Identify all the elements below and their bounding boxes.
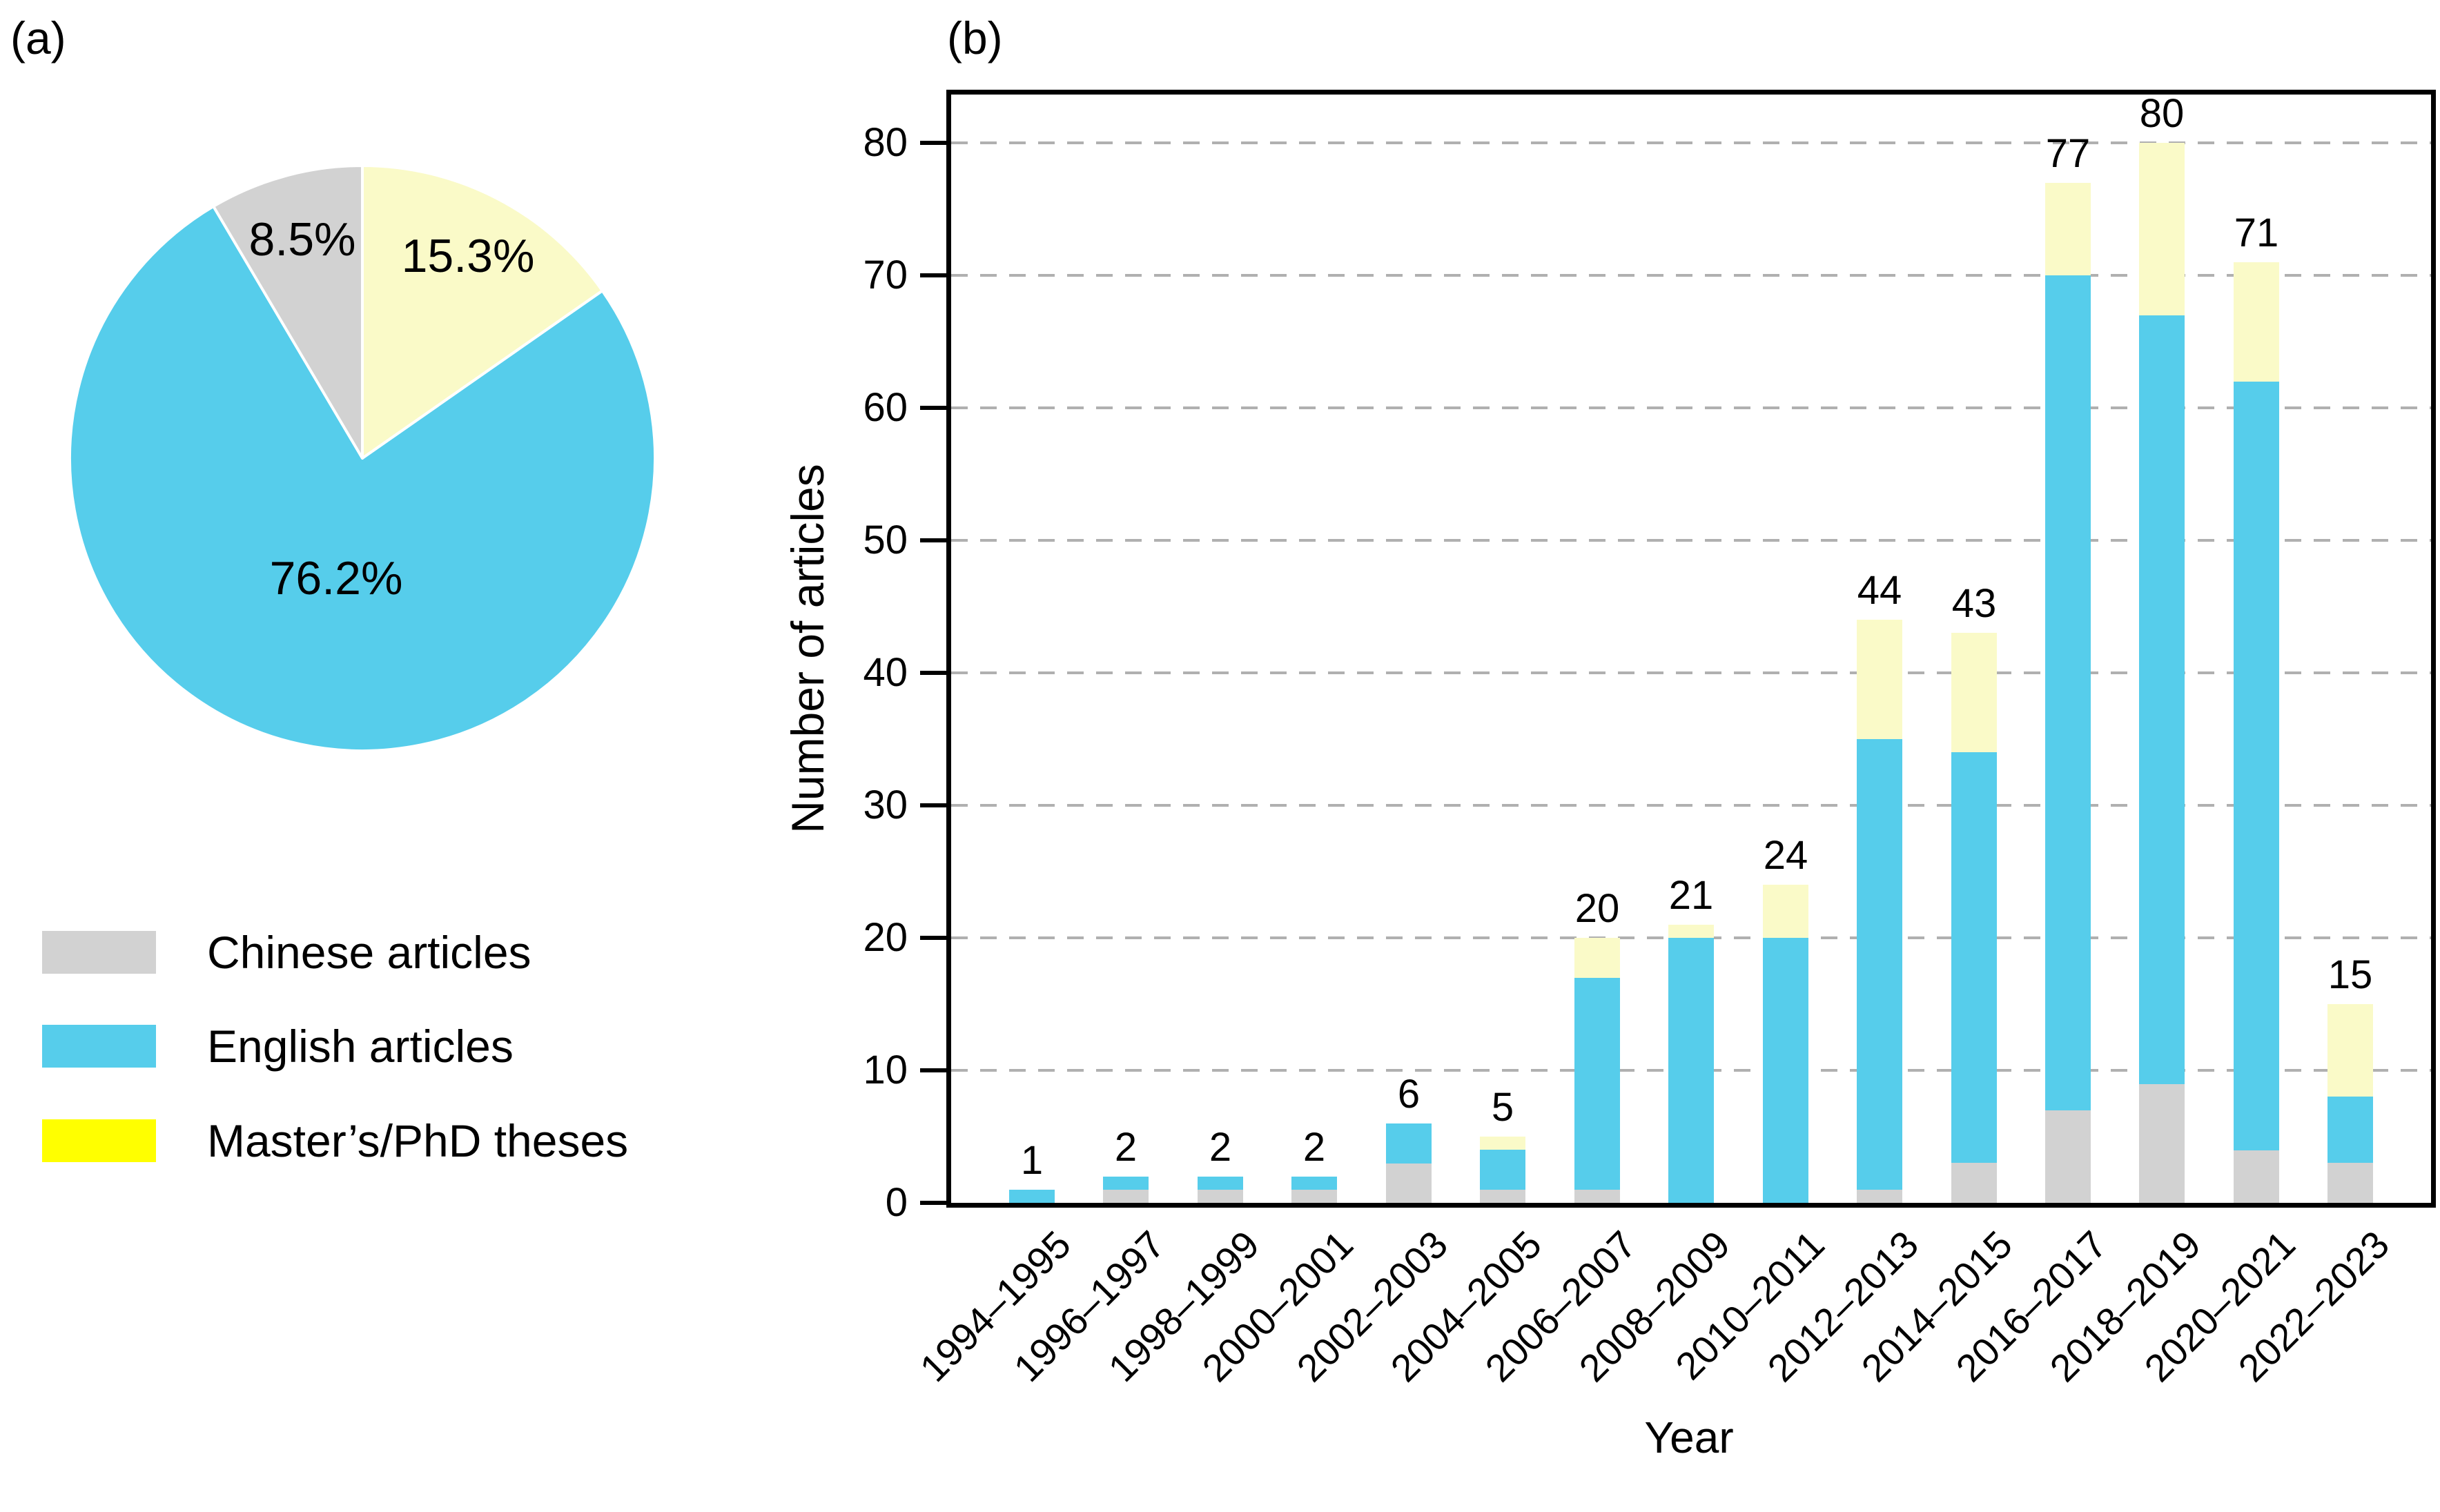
bar-segment-chinese-articles-2006-2007 [1574,1190,1620,1203]
pie-slice-percentage-chinese-articles: 8.5% [248,213,356,266]
bar-segment-chinese-articles-2018-2019 [2139,1083,2185,1203]
bar-total-label-2020-2021: 71 [2234,210,2279,255]
y-tick-mark-70 [920,273,946,277]
pie-chart [68,164,657,752]
bar-segment-master-s-phd-theses-2012-2013 [1857,620,1902,739]
bar-total-label-1996-1997: 2 [1114,1125,1138,1170]
legend-swatch-english-articles [42,1025,156,1068]
legend-item-chinese-articles: Chinese articles [42,930,531,975]
bar-segment-chinese-articles-2002-2003 [1386,1163,1432,1203]
bar-segment-chinese-articles-2012-2013 [1857,1190,1902,1203]
bar-segment-chinese-articles-1996-1997 [1103,1190,1149,1203]
bar-segment-english-articles-2014-2015 [1951,752,1997,1163]
bar-total-label-2004-2005: 5 [1491,1085,1514,1130]
y-tick-mark-10 [920,1068,946,1072]
pie-slice-percentage-english-articles: 76.2% [269,552,403,605]
bar-segment-master-s-phd-theses-2016-2017 [2045,183,2091,275]
bar-segment-master-s-phd-theses-2010-2011 [1763,885,1808,938]
bar-segment-english-articles-2016-2017 [2045,275,2091,1110]
bar-segment-english-articles-2012-2013 [1857,739,1902,1190]
y-tick-label-70: 70 [863,253,908,297]
legend-swatch-masters-phd-theses [42,1119,156,1162]
bar-total-label-2018-2019: 80 [2139,91,2185,136]
bar-segment-master-s-phd-theses-2014-2015 [1951,633,1997,752]
pie-slice-english-articles [68,205,657,752]
bar-segment-master-s-phd-theses-2004-2005 [1480,1137,1525,1150]
bar-segment-english-articles-2006-2007 [1574,978,1620,1190]
bar-segment-english-articles-1998-1999 [1198,1177,1243,1190]
legend-item-masters-phd-theses: Master’s/PhD theses [42,1118,628,1164]
pie-slice-master-s-phd-theses [361,164,604,460]
bar-total-label-2022-2023: 15 [2327,952,2373,997]
bar-segment-master-s-phd-theses-2008-2009 [1668,925,1714,938]
bar-total-label-2006-2007: 20 [1574,886,1620,931]
bar-total-label-2016-2017: 77 [2045,131,2091,176]
y-tick-mark-80 [920,141,946,145]
panel-b-label: (b) [947,12,1003,63]
legend-label: English articles [207,1021,514,1072]
plot-frame [946,90,2436,1208]
legend-item-english-articles: English articles [42,1023,514,1069]
y-tick-label-80: 80 [863,120,908,165]
y-tick-label-50: 50 [863,518,908,562]
bar-segment-english-articles-2000-2001 [1291,1177,1337,1190]
y-tick-mark-40 [920,671,946,675]
y-tick-mark-50 [920,538,946,542]
bar-segment-master-s-phd-theses-2020-2021 [2234,262,2279,382]
gridline-y-50 [951,539,2431,542]
bar-segment-master-s-phd-theses-2022-2023 [2327,1004,2373,1097]
bar-total-label-1998-1999: 2 [1209,1125,1232,1170]
bar-segment-english-articles-1994-1995 [1009,1190,1055,1203]
bar-total-label-2014-2015: 43 [1951,581,1997,626]
gridline-y-70 [951,274,2431,277]
y-tick-label-40: 40 [863,650,908,695]
bar-segment-english-articles-2002-2003 [1386,1123,1432,1164]
bar-segment-english-articles-1996-1997 [1103,1177,1149,1190]
pie-slice-chinese-articles [212,164,364,460]
bar-segment-english-articles-2004-2005 [1480,1150,1525,1190]
bar-segment-english-articles-2008-2009 [1668,938,1714,1203]
pie-slice-percentage-master-s-phd-theses: 15.3% [401,230,535,282]
gridline-y-80 [951,141,2431,144]
x-axis-title: Year [1644,1413,1734,1462]
gridline-y-40 [951,671,2431,674]
gridline-y-60 [951,406,2431,409]
bar-segment-chinese-articles-2004-2005 [1480,1190,1525,1203]
bar-segment-english-articles-2020-2021 [2234,382,2279,1150]
bar-total-label-2002-2003: 6 [1397,1072,1421,1117]
bar-segment-english-articles-2018-2019 [2139,315,2185,1084]
bar-segment-english-articles-2010-2011 [1763,938,1808,1203]
y-tick-label-60: 60 [863,385,908,430]
bar-segment-chinese-articles-1998-1999 [1198,1190,1243,1203]
bar-total-label-2010-2011: 24 [1763,833,1808,878]
gridline-y-30 [951,804,2431,807]
y-tick-mark-20 [920,936,946,940]
y-tick-label-0: 0 [885,1180,908,1225]
bar-segment-chinese-articles-2000-2001 [1291,1190,1337,1203]
y-tick-mark-30 [920,803,946,807]
panel-a-label: (a) [10,12,66,63]
y-tick-label-20: 20 [863,915,908,960]
bar-total-label-2000-2001: 2 [1302,1125,1326,1170]
bar-segment-master-s-phd-theses-2006-2007 [1574,938,1620,978]
bar-segment-chinese-articles-2022-2023 [2327,1163,2373,1203]
bar-segment-chinese-articles-2014-2015 [1951,1163,1997,1203]
y-axis-title: Number of articles [782,464,833,834]
bar-total-label-1994-1995: 1 [1020,1138,1044,1183]
y-tick-mark-60 [920,406,946,410]
bar-total-label-2012-2013: 44 [1857,568,1902,613]
bar-total-label-2008-2009: 21 [1668,873,1714,918]
legend-label: Master’s/PhD theses [207,1115,629,1166]
bar-segment-master-s-phd-theses-2018-2019 [2139,143,2185,315]
y-tick-label-30: 30 [863,783,908,827]
bar-segment-chinese-articles-2016-2017 [2045,1110,2091,1203]
y-tick-label-10: 10 [863,1048,908,1092]
bar-segment-english-articles-2022-2023 [2327,1097,2373,1163]
bar-segment-chinese-articles-2020-2021 [2234,1150,2279,1203]
y-tick-mark-0 [920,1201,946,1205]
legend-label: Chinese articles [207,927,531,978]
legend-swatch-chinese-articles [42,931,156,974]
